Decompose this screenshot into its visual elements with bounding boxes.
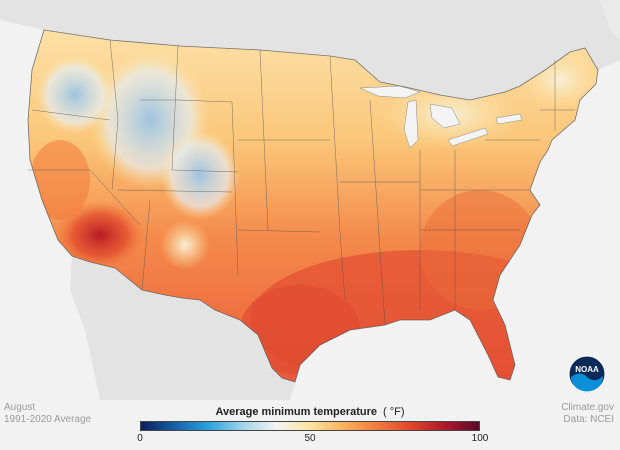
- lake-erie: [447, 127, 489, 147]
- state-borders: [27, 29, 599, 383]
- temperature-map: [0, 0, 620, 400]
- credit-data: Data: NCEI: [563, 414, 614, 425]
- map-caption: August 1991-2020 Average: [4, 402, 91, 426]
- caption-month: August: [4, 402, 36, 413]
- legend-tick-label: 50: [304, 433, 316, 444]
- surrounding-land: [0, 0, 620, 400]
- legend-color-bar: [140, 421, 480, 431]
- lake-ontario: [495, 113, 523, 125]
- lake-superior: [359, 85, 421, 99]
- legend-tick-label: 0: [137, 433, 143, 444]
- noaa-logo: NOAA: [568, 355, 606, 393]
- legend-title: Average minimum temperature: [215, 406, 378, 418]
- legend-tick-label: 100: [471, 433, 489, 444]
- lake-michigan: [403, 99, 419, 149]
- color-legend: Average minimum temperature ( °F) 0 50 100: [137, 405, 488, 445]
- legend-ticks: 0 50 100: [137, 431, 488, 445]
- caption-period: 1991-2020 Average: [4, 414, 92, 425]
- credit-site: Climate.gov: [561, 402, 614, 413]
- svg-text:NOAA: NOAA: [575, 365, 599, 374]
- legend-unit: ( °F): [383, 406, 405, 418]
- lake-huron: [429, 103, 461, 129]
- great-lakes: [359, 85, 523, 149]
- legend-title-row: Average minimum temperature ( °F): [140, 405, 480, 419]
- map-credits: Climate.gov Data: NCEI: [561, 402, 614, 426]
